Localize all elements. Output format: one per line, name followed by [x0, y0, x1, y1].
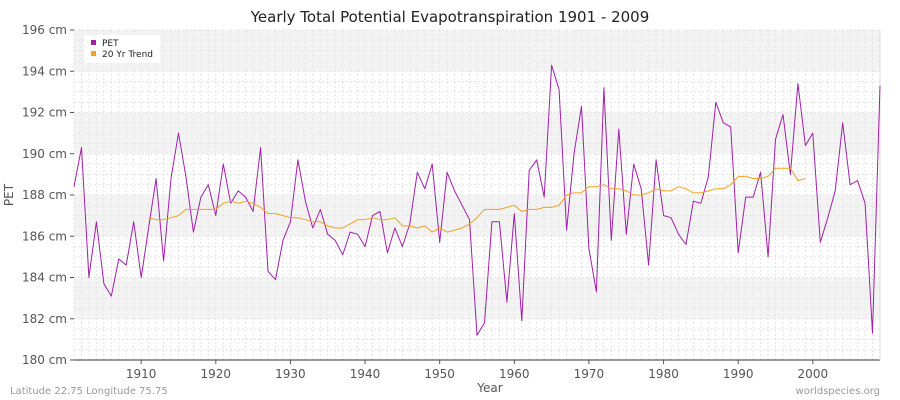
x-tick-label: 1990 [723, 367, 754, 381]
y-tick-label: 180 cm [22, 353, 67, 367]
legend-label-pet: PET [102, 39, 119, 49]
y-tick-label: 182 cm [22, 312, 67, 326]
series-trend-line [148, 167, 806, 233]
x-tick-label: 1940 [350, 367, 381, 381]
x-axis-label: Year [476, 381, 502, 395]
y-tick-label: 188 cm [22, 188, 67, 202]
x-tick-label: 1920 [201, 367, 232, 381]
footer-source: worldspecies.org [796, 386, 880, 397]
footer-location: Latitude 22.75 Longitude 75.75 [10, 386, 168, 397]
y-tick-label: 192 cm [22, 106, 67, 120]
y-tick-label: 196 cm [22, 23, 67, 37]
legend-label-trend: 20 Yr Trend [102, 50, 153, 60]
x-tick-label: 1910 [126, 367, 157, 381]
legend-box [84, 35, 160, 63]
series-layer [73, 64, 881, 336]
x-axis-ticks: 1910 1920 1930 1940 1950 1960 1970 1980 1990 2000 [126, 360, 828, 381]
y-axis-label: PET [2, 183, 16, 206]
legend-swatch-pet [91, 40, 96, 45]
y-tick-label: 194 cm [22, 64, 67, 78]
legend-swatch-trend [91, 51, 96, 56]
series-pet-line [73, 64, 881, 336]
y-tick-label: 190 cm [22, 147, 67, 161]
x-tick-label: 1950 [424, 367, 455, 381]
y-axis-ticks: 180 cm 182 cm 184 cm 186 cm 188 cm 190 cm 192 … [22, 23, 74, 367]
x-tick-label: 1930 [275, 367, 306, 381]
x-tick-label: 1980 [648, 367, 679, 381]
x-tick-label: 1970 [574, 367, 605, 381]
x-tick-label: 1960 [499, 367, 530, 381]
y-tick-label: 186 cm [22, 229, 67, 243]
grid [73, 29, 881, 361]
x-tick-label: 2000 [798, 367, 829, 381]
legend: PET 20 Yr Trend [84, 35, 160, 63]
y-tick-label: 184 cm [22, 271, 67, 285]
chart-title: Yearly Total Potential Evapotranspiratio… [250, 8, 650, 26]
